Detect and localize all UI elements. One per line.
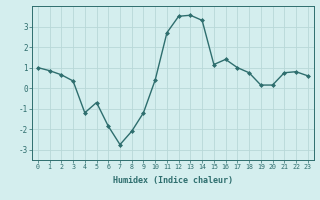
X-axis label: Humidex (Indice chaleur): Humidex (Indice chaleur) <box>113 176 233 185</box>
